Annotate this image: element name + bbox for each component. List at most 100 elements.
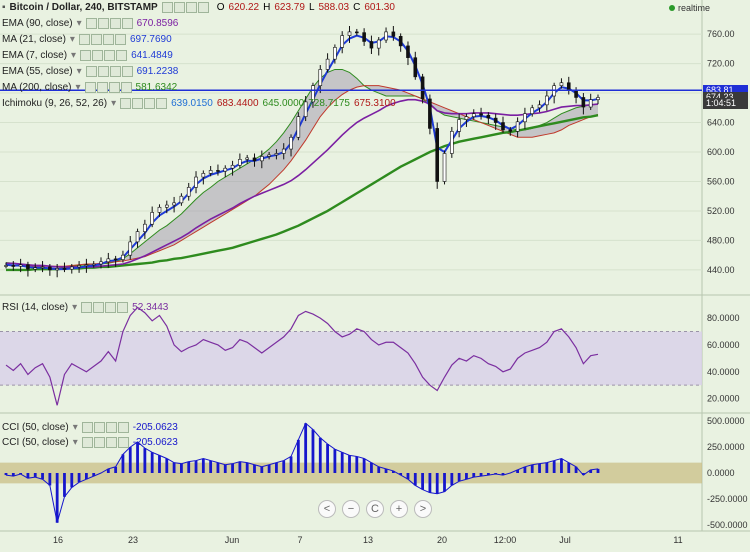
ichimoku-name[interactable]: Ichimoku (9, 26, 52, 26) (2, 97, 108, 109)
indicator-name[interactable]: EMA (90, close) (2, 17, 73, 29)
candle-body (333, 47, 337, 60)
cci-bar (421, 473, 424, 490)
indicator-buttons[interactable] (80, 49, 128, 61)
ichimoku-buttons[interactable] (120, 97, 168, 109)
time-tick-label: 7 (297, 535, 302, 545)
cci-bar (55, 473, 59, 523)
cci-buttons-1[interactable] (81, 436, 129, 448)
cci-bar (33, 473, 37, 478)
indicator-dropdown-icon[interactable]: ▾ (76, 17, 82, 29)
price-tick-label: 520.00 (707, 206, 735, 216)
indicator-legend-0[interactable]: EMA (90, close) ▾ 670.8596 (2, 16, 178, 30)
rsi-name[interactable]: RSI (14, close) (2, 301, 69, 313)
candle-body (501, 122, 505, 131)
indicator-buttons[interactable] (78, 33, 126, 45)
cci-line (5, 422, 599, 523)
symbol-dropdown-icon[interactable]: ▪ (2, 1, 6, 13)
indicator-buttons[interactable] (84, 81, 132, 93)
rsi-panel (0, 306, 702, 406)
cci-bar (311, 429, 315, 473)
cci-bar (231, 463, 234, 473)
zoom-in-button[interactable]: + (390, 500, 408, 518)
candle-body (18, 264, 23, 267)
cci-bar (4, 473, 8, 476)
cci-bar (501, 473, 505, 476)
cci-bar (63, 473, 66, 497)
rsi-legend[interactable]: RSI (14, close) ▾ 52.3443 (2, 300, 168, 314)
indicator-name[interactable]: MA (21, close) (2, 33, 66, 45)
cci-name-1[interactable]: CCI (50, close) (2, 436, 69, 448)
cci-bar (180, 463, 183, 473)
cci-bar (457, 473, 461, 482)
rsi-tick-label: 60.0000 (707, 340, 740, 350)
indicator-name[interactable]: EMA (7, close) (2, 49, 68, 61)
cci-bar (494, 473, 498, 475)
cci-bar (41, 473, 44, 480)
ichimoku-legend[interactable]: Ichimoku (9, 26, 52, 26) ▾ 639.0150 683.… (2, 96, 396, 110)
ohlc-high-key: H (263, 1, 271, 13)
price-tick-label: 760.00 (707, 29, 735, 39)
candle-body (508, 129, 513, 132)
scroll-right-button[interactable]: > (414, 500, 432, 518)
scroll-left-button[interactable]: < (318, 500, 336, 518)
time-tick-label: 13 (363, 535, 373, 545)
cci-bar (413, 473, 417, 486)
candle-body (69, 266, 74, 270)
indicator-legend-4[interactable]: MA (200, close) ▾ 581.6342 (2, 80, 177, 94)
indicator-dropdown-icon[interactable]: ▾ (75, 81, 81, 93)
ichimoku-value-1: 683.4400 (216, 97, 259, 109)
candle-body (201, 173, 206, 178)
cci-buttons-0[interactable] (81, 421, 129, 433)
candle-body (121, 254, 125, 260)
cci-bar (552, 460, 556, 473)
cci-legend-0[interactable]: CCI (50, close) ▾ -205.0623 (2, 420, 178, 434)
indicator-legend-1[interactable]: MA (21, close) ▾ 697.7690 (2, 32, 172, 46)
cci-dropdown-icon[interactable]: ▾ (72, 421, 78, 433)
reset-button[interactable]: C (366, 500, 384, 518)
ohlc-open-key: O (216, 1, 225, 13)
candle-body (515, 121, 520, 132)
ichimoku-dropdown-icon[interactable]: ▾ (111, 97, 117, 109)
cci-bar (538, 463, 541, 473)
rsi-buttons[interactable] (81, 301, 129, 313)
time-tick-label: 23 (128, 535, 138, 545)
indicator-buttons[interactable] (85, 17, 133, 29)
cci-legend-1[interactable]: CCI (50, close) ▾ -205.0623 (2, 435, 178, 449)
cci-name-0[interactable]: CCI (50, close) (2, 421, 69, 433)
zoom-out-button[interactable]: − (342, 500, 360, 518)
indicator-legend-2[interactable]: EMA (7, close) ▾ 641.4849 (2, 48, 173, 62)
cci-bar (340, 452, 344, 473)
indicator-value: 670.8596 (136, 17, 179, 29)
ichimoku-value-0: 639.0150 (171, 97, 213, 109)
cci-tick-label: -250.0000 (707, 494, 748, 504)
cci-bar (596, 468, 600, 473)
ma200-line (6, 113, 599, 272)
candle-body (559, 82, 564, 86)
candle-body (596, 97, 600, 100)
candle-body (143, 223, 147, 232)
candle-body (420, 76, 425, 100)
indicator-dropdown-icon[interactable]: ▾ (71, 49, 77, 61)
rsi-line (5, 306, 599, 406)
symbol-title[interactable]: Bitcoin / Dollar, 240, BITSTAMP (9, 1, 158, 13)
indicator-name[interactable]: MA (200, close) (2, 81, 72, 93)
price-tick-label: 640.00 (707, 118, 735, 128)
indicator-dropdown-icon[interactable]: ▾ (76, 65, 82, 77)
candle-body (230, 164, 235, 169)
cci-bar (567, 462, 571, 473)
candle-body (340, 35, 344, 48)
rsi-band (0, 331, 702, 386)
indicator-legend-3[interactable]: EMA (55, close) ▾ 691.2238 (2, 64, 178, 78)
cci-bar (435, 473, 439, 494)
indicator-dropdown-icon[interactable]: ▾ (69, 33, 75, 45)
ichimoku-value-2: 645.0000 (262, 97, 305, 109)
rsi-dropdown-icon[interactable]: ▾ (72, 301, 78, 313)
header-buttons[interactable] (161, 1, 209, 13)
indicator-buttons[interactable] (85, 65, 133, 77)
cci-dropdown-icon[interactable]: ▾ (72, 436, 78, 448)
indicator-name[interactable]: EMA (55, close) (2, 65, 73, 77)
candle-body (128, 241, 133, 256)
cci-bar (128, 447, 132, 473)
